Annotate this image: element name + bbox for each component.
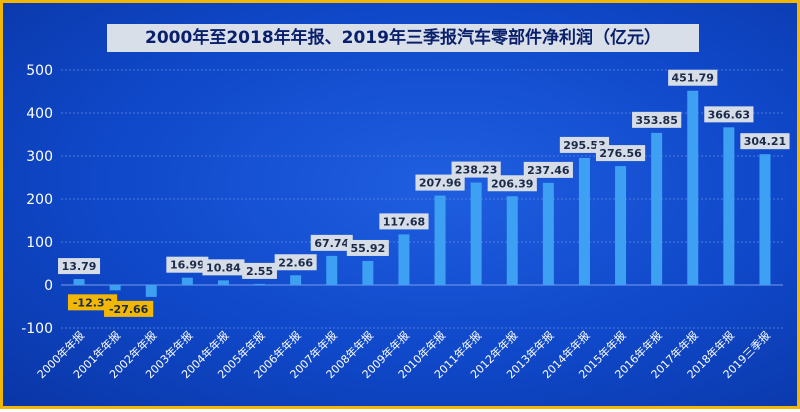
bar bbox=[651, 132, 663, 285]
data-label-box bbox=[668, 69, 718, 86]
data-label: 117.68 bbox=[383, 215, 425, 228]
data-label: 276.56 bbox=[599, 147, 642, 160]
chart-title: 2000年至2018年年报、2019年三季报汽车零部件净利润（亿元） bbox=[107, 24, 699, 52]
bar bbox=[687, 90, 699, 285]
data-label: 55.92 bbox=[350, 242, 385, 255]
bar bbox=[181, 277, 193, 285]
data-label-box bbox=[274, 254, 317, 271]
y-tick-label: 100 bbox=[26, 235, 53, 251]
y-tick-label: 0 bbox=[44, 278, 53, 294]
data-label-box bbox=[704, 106, 754, 123]
data-label: 304.21 bbox=[744, 135, 786, 148]
data-label-box bbox=[379, 213, 429, 230]
bar bbox=[217, 280, 229, 285]
bar bbox=[434, 195, 446, 285]
data-label-box bbox=[310, 234, 353, 251]
data-label-box bbox=[523, 161, 573, 178]
data-label-box bbox=[595, 145, 646, 162]
data-label-box bbox=[740, 133, 790, 150]
data-label: -27.66 bbox=[109, 303, 149, 316]
bar bbox=[362, 260, 374, 285]
bar bbox=[578, 157, 590, 285]
data-label: 295.53 bbox=[563, 139, 605, 152]
bar bbox=[759, 154, 771, 285]
y-tick-label: 400 bbox=[26, 106, 53, 122]
data-label-box bbox=[346, 239, 389, 256]
data-label-box bbox=[202, 259, 245, 276]
data-label-box bbox=[632, 111, 682, 128]
bar bbox=[542, 182, 554, 285]
bar bbox=[506, 196, 518, 285]
data-label: 238.23 bbox=[455, 164, 497, 177]
data-label-box bbox=[451, 161, 501, 178]
data-label: 13.79 bbox=[62, 260, 97, 273]
data-label: 206.39 bbox=[491, 177, 533, 190]
data-label: 237.46 bbox=[527, 164, 570, 177]
data-label-box bbox=[415, 174, 465, 191]
data-label: 16.99 bbox=[170, 259, 205, 272]
data-label-box bbox=[104, 300, 154, 317]
data-label: 366.63 bbox=[708, 108, 750, 121]
data-label: 207.96 bbox=[419, 177, 462, 190]
data-label: 353.85 bbox=[635, 114, 677, 127]
bar bbox=[723, 127, 735, 286]
data-label: 10.84 bbox=[206, 261, 241, 274]
bar bbox=[615, 166, 627, 285]
bar bbox=[145, 285, 157, 297]
bar bbox=[254, 283, 266, 285]
data-label: 451.79 bbox=[672, 72, 714, 85]
bar bbox=[326, 255, 338, 285]
bar-chart: -100010020030040050013.792000年年报-12.3820… bbox=[21, 63, 790, 381]
data-label-box bbox=[242, 262, 277, 279]
y-tick-label: 200 bbox=[26, 192, 53, 208]
data-label: -12.38 bbox=[73, 296, 112, 309]
y-tick-label: 500 bbox=[26, 63, 53, 79]
data-label-box bbox=[58, 258, 101, 275]
y-tick-label: -100 bbox=[21, 321, 53, 337]
data-label: 67.74 bbox=[314, 237, 349, 250]
y-tick-label: 300 bbox=[26, 149, 53, 165]
data-label-box bbox=[487, 175, 537, 192]
bar bbox=[470, 182, 482, 285]
bar bbox=[290, 275, 302, 285]
bar bbox=[73, 279, 85, 285]
bar bbox=[398, 234, 410, 285]
data-label: 22.66 bbox=[278, 256, 313, 269]
bar bbox=[109, 285, 121, 291]
data-label: 2.55 bbox=[246, 265, 273, 278]
data-label-box bbox=[166, 256, 209, 273]
